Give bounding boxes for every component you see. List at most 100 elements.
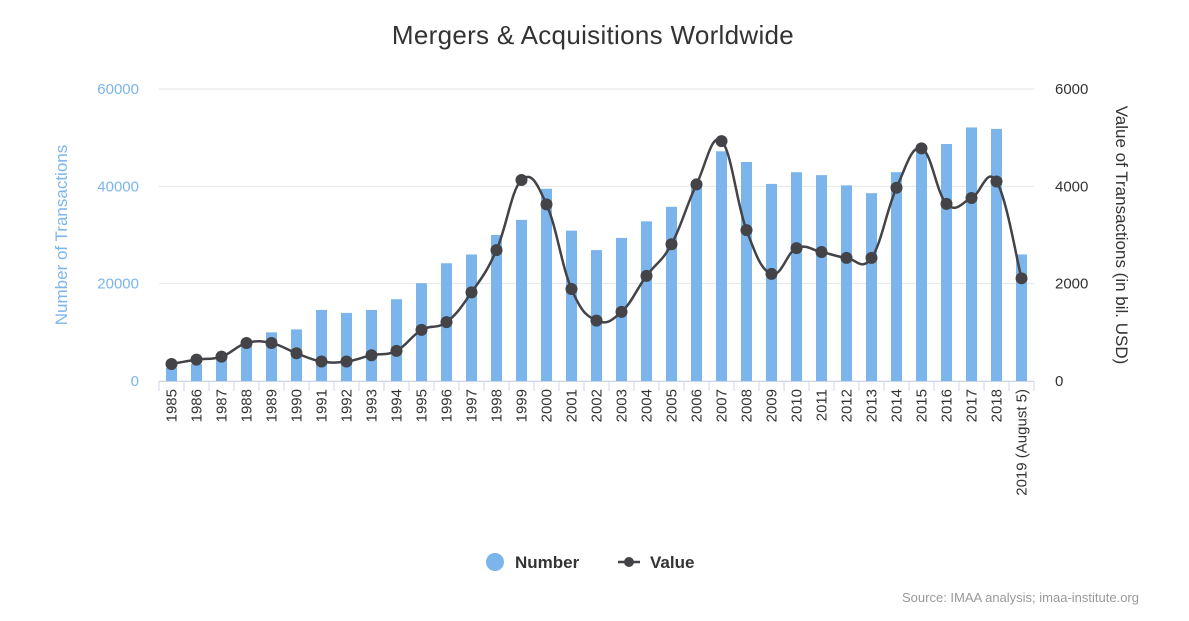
value-point-1988[interactable] bbox=[240, 337, 253, 350]
bar-1991[interactable] bbox=[316, 309, 327, 381]
bar-2013[interactable] bbox=[866, 193, 877, 381]
value-point-1986[interactable] bbox=[190, 353, 203, 366]
x-tick-label: 2017 bbox=[964, 389, 981, 422]
value-point-2016[interactable] bbox=[940, 197, 953, 210]
bar-series-number bbox=[166, 127, 1027, 382]
bar-1998[interactable] bbox=[491, 235, 502, 381]
bar-1988[interactable] bbox=[241, 343, 252, 381]
y-axis-right-title: Value of Transactions (in bil. USD) bbox=[1112, 106, 1131, 365]
value-point-2000[interactable] bbox=[540, 198, 553, 211]
bar-2000[interactable] bbox=[541, 188, 552, 381]
value-point-2001[interactable] bbox=[565, 283, 578, 296]
value-point-1997[interactable] bbox=[465, 286, 478, 299]
bar-2004[interactable] bbox=[641, 221, 652, 381]
bar-2005[interactable] bbox=[666, 206, 677, 381]
y-left-tick-label: 0 bbox=[131, 373, 139, 390]
value-point-2005[interactable] bbox=[665, 238, 678, 251]
x-tick-label: 2019 (August 5) bbox=[1014, 389, 1031, 496]
x-tick-label: 1987 bbox=[214, 389, 231, 422]
bar-1993[interactable] bbox=[366, 309, 377, 381]
bar-2012[interactable] bbox=[841, 185, 852, 381]
bar-1986[interactable] bbox=[191, 363, 202, 381]
bar-1997[interactable] bbox=[466, 254, 477, 381]
bar-1999[interactable] bbox=[516, 219, 527, 381]
x-tick-label: 2000 bbox=[539, 389, 556, 422]
legend-number-label: Number bbox=[515, 553, 580, 572]
x-tick-label: 1988 bbox=[239, 389, 256, 422]
x-tick-label: 2006 bbox=[689, 389, 706, 422]
x-tick-label: 2008 bbox=[739, 389, 756, 422]
y-axis-left-ticks: 0 20000 40000 60000 bbox=[97, 81, 139, 390]
value-point-1990[interactable] bbox=[290, 347, 303, 360]
bar-2007[interactable] bbox=[716, 151, 727, 381]
x-tick-label: 2005 bbox=[664, 389, 681, 422]
value-point-1998[interactable] bbox=[490, 244, 503, 257]
bar-1989[interactable] bbox=[266, 332, 277, 381]
legend-value-marker bbox=[624, 557, 634, 567]
value-point-1996[interactable] bbox=[440, 316, 453, 329]
bar-2019-August-5-[interactable] bbox=[1016, 254, 1027, 381]
x-tick-label: 1997 bbox=[464, 389, 481, 422]
value-point-2003[interactable] bbox=[615, 305, 628, 318]
bar-2006[interactable] bbox=[691, 182, 702, 381]
y-right-tick-label: 4000 bbox=[1055, 178, 1088, 195]
value-point-2010[interactable] bbox=[790, 242, 803, 255]
value-point-1995[interactable] bbox=[415, 323, 428, 336]
bar-2001[interactable] bbox=[566, 230, 577, 381]
value-point-2009[interactable] bbox=[765, 267, 778, 280]
chart-title: Mergers & Acquisitions Worldwide bbox=[392, 20, 794, 50]
bar-1994[interactable] bbox=[391, 299, 402, 381]
legend-item-value[interactable]: Value bbox=[618, 553, 694, 572]
value-point-2014[interactable] bbox=[890, 181, 903, 194]
value-point-1993[interactable] bbox=[365, 349, 378, 362]
legend-number-marker bbox=[486, 553, 504, 571]
source-credit[interactable]: Source: IMAA analysis; imaa-institute.or… bbox=[902, 590, 1139, 605]
x-axis: 1985 1986 1987 1988 1989 1990 1991 1992 1993 1994… bbox=[158, 381, 1035, 496]
y-right-tick-label: 0 bbox=[1055, 373, 1063, 390]
value-point-2004[interactable] bbox=[640, 269, 653, 282]
value-point-2007[interactable] bbox=[715, 135, 728, 148]
value-point-1985[interactable] bbox=[165, 357, 178, 370]
bar-2018[interactable] bbox=[991, 128, 1002, 381]
value-point-2017[interactable] bbox=[965, 192, 978, 205]
value-point-2015[interactable] bbox=[915, 142, 928, 155]
bar-2010[interactable] bbox=[791, 172, 802, 381]
bar-1987[interactable] bbox=[216, 359, 227, 381]
value-point-1994[interactable] bbox=[390, 344, 403, 357]
x-tick-label: 2004 bbox=[639, 389, 656, 422]
y-left-tick-label: 60000 bbox=[97, 81, 139, 98]
bar-2016[interactable] bbox=[941, 143, 952, 381]
bar-2015[interactable] bbox=[916, 149, 927, 381]
value-point-1991[interactable] bbox=[315, 355, 328, 368]
bar-2009[interactable] bbox=[766, 183, 777, 381]
value-points bbox=[165, 135, 1028, 370]
x-tick-label: 1995 bbox=[414, 389, 431, 422]
x-tick-label: 1992 bbox=[339, 389, 356, 422]
value-point-1999[interactable] bbox=[515, 174, 528, 187]
value-point-2008[interactable] bbox=[740, 224, 753, 237]
value-point-2018[interactable] bbox=[990, 175, 1003, 188]
value-point-2011[interactable] bbox=[815, 246, 828, 259]
bar-2011[interactable] bbox=[816, 175, 827, 381]
x-tick-label: 2012 bbox=[839, 389, 856, 422]
bar-2014[interactable] bbox=[891, 172, 902, 381]
value-point-1987[interactable] bbox=[215, 350, 228, 363]
x-tick-label: 2018 bbox=[989, 389, 1006, 422]
x-tick-label: 1990 bbox=[289, 389, 306, 422]
legend-item-number[interactable]: Number bbox=[486, 553, 580, 572]
value-point-2013[interactable] bbox=[865, 251, 878, 264]
value-point-2019-August-5-[interactable] bbox=[1015, 272, 1028, 285]
bar-2008[interactable] bbox=[741, 162, 752, 381]
value-point-1989[interactable] bbox=[265, 337, 278, 350]
bar-2017[interactable] bbox=[966, 127, 977, 382]
value-point-2006[interactable] bbox=[690, 178, 703, 191]
x-tick-label: 2016 bbox=[939, 389, 956, 422]
bar-1985[interactable] bbox=[166, 367, 177, 381]
value-point-2002[interactable] bbox=[590, 314, 603, 327]
bar-1992[interactable] bbox=[341, 312, 352, 381]
value-point-2012[interactable] bbox=[840, 251, 853, 264]
y-axis-right-ticks: 0 2000 4000 6000 bbox=[1055, 81, 1088, 390]
legend[interactable]: Number Value bbox=[486, 553, 694, 572]
value-point-1992[interactable] bbox=[340, 355, 353, 368]
